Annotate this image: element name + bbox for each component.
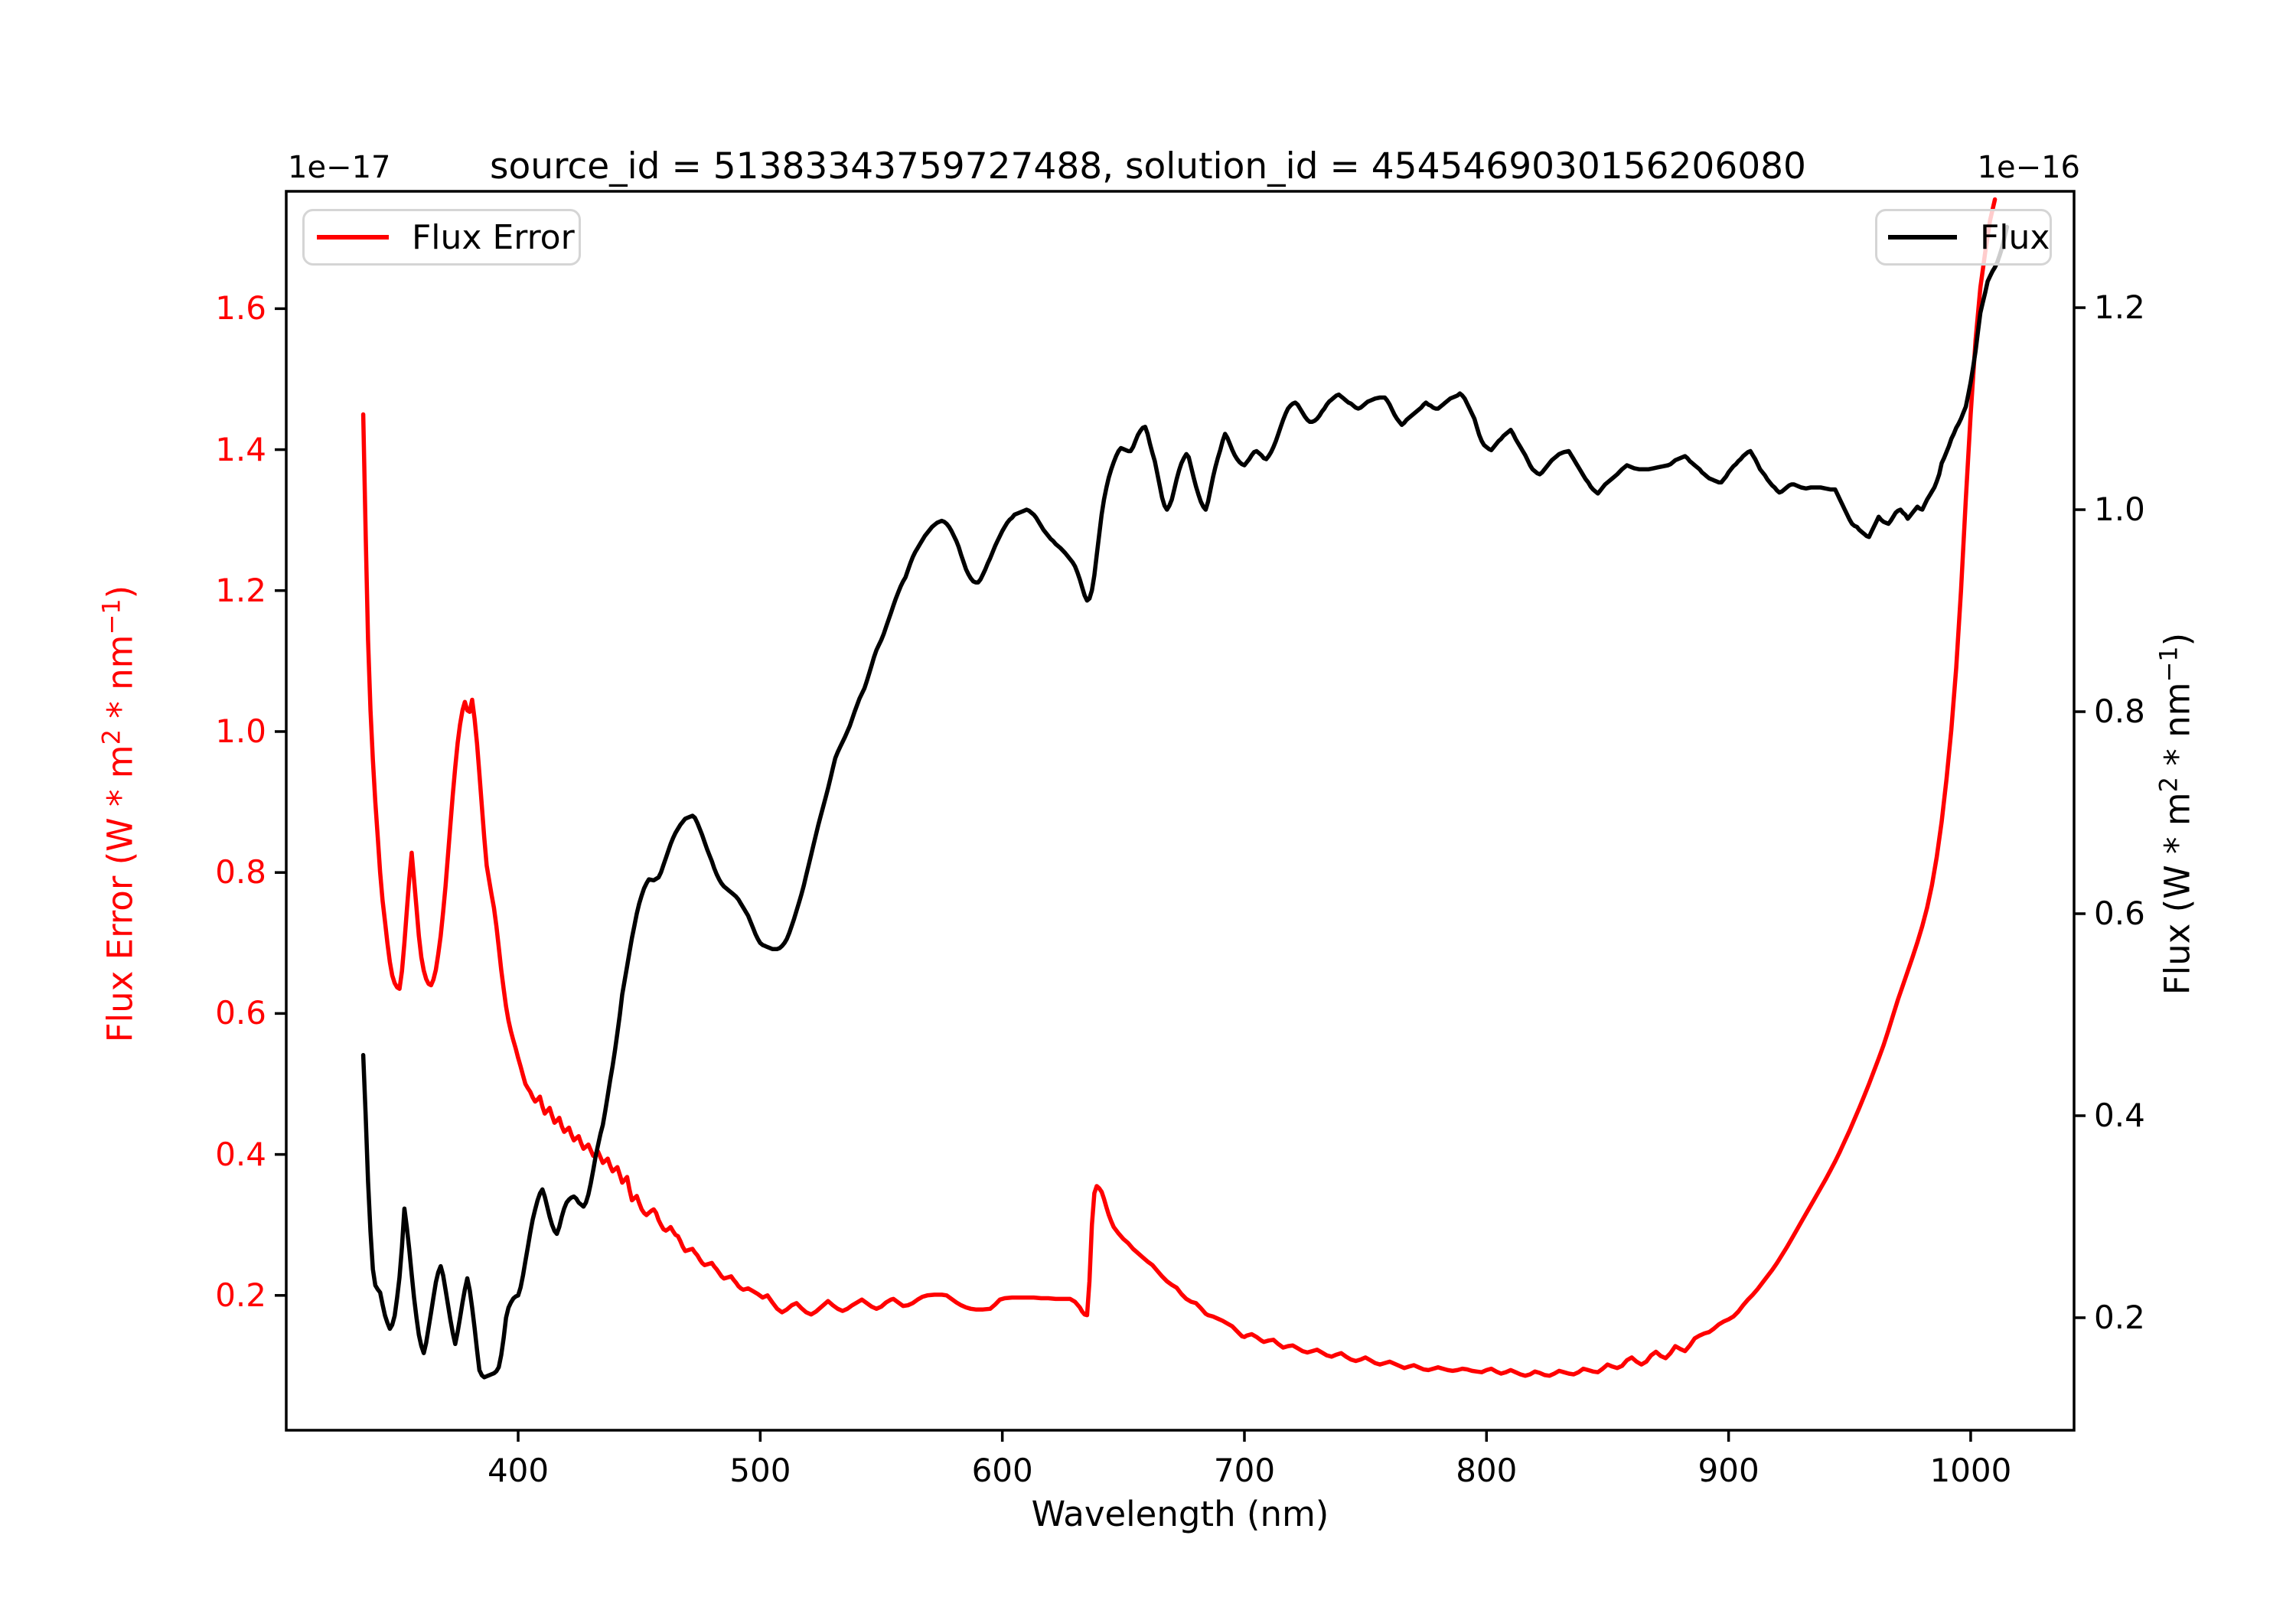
curve-group xyxy=(360,197,2010,1380)
flux-error-legend-label: Flux Error xyxy=(412,217,575,257)
left-y-axis-label: Flux Error (W * m2 * nm−1) xyxy=(97,412,141,1216)
right-y-tick-label-1.2: 1.2 xyxy=(2094,288,2145,327)
left-y-label-text: Flux Error (W * m xyxy=(99,745,141,1043)
x-tick-label-400: 400 xyxy=(487,1452,550,1489)
right-y-label-sup-2: 2 xyxy=(2154,777,2183,793)
right-axis-offset-text: 1e−16 xyxy=(1977,150,2080,185)
left-y-tick-label-0.2: 0.2 xyxy=(215,1276,266,1314)
left-y-tick-label-0.4: 0.4 xyxy=(215,1135,266,1173)
right-y-tick-label-1.0: 1.0 xyxy=(2094,491,2145,529)
x-tick-label-900: 900 xyxy=(1698,1452,1760,1489)
right-y-tick-label-0.6: 0.6 xyxy=(2094,894,2145,932)
left-y-tick-label-1.0: 1.0 xyxy=(215,712,266,750)
curve-flux-error xyxy=(360,197,1998,1378)
curve-flux xyxy=(360,224,2010,1380)
right-y-label-text: ) xyxy=(2157,632,2198,647)
left-y-tick-label-0.8: 0.8 xyxy=(215,853,266,892)
x-tick-label-600: 600 xyxy=(971,1452,1033,1489)
left-y-label-sup-neg1: −1 xyxy=(96,598,126,635)
x-tick-label-800: 800 xyxy=(1456,1452,1518,1489)
plot-spines xyxy=(285,190,2076,1432)
right-y-tick-label-0.8: 0.8 xyxy=(2094,693,2145,731)
left-y-label-text: * nm xyxy=(99,634,141,730)
legend-flux-error: Flux Error xyxy=(302,209,581,266)
left-y-label-sup-2: 2 xyxy=(96,729,126,745)
left-axis-offset-text: 1e−17 xyxy=(288,150,391,185)
x-tick-label-1000: 1000 xyxy=(1929,1452,2012,1489)
flux-legend-line xyxy=(1888,235,1957,240)
legend-flux: Flux xyxy=(1875,209,2052,266)
x-axis-label: Wavelength (nm) xyxy=(1031,1494,1329,1534)
x-tick-label-700: 700 xyxy=(1213,1452,1276,1489)
x-tick-label-500: 500 xyxy=(729,1452,791,1489)
right-y-label-sup-neg1: −1 xyxy=(2154,646,2183,683)
flux-error-legend-line xyxy=(317,235,389,240)
right-y-tick-label-0.2: 0.2 xyxy=(2094,1298,2145,1336)
axis-tick-marks xyxy=(275,306,2086,1442)
left-y-label-text: ) xyxy=(99,585,141,599)
left-y-tick-label-1.4: 1.4 xyxy=(215,430,266,468)
left-y-tick-label-0.6: 0.6 xyxy=(215,994,266,1032)
chart-title: source_id = 51383343759727488, solution_… xyxy=(490,145,1806,187)
flux-legend-label: Flux xyxy=(1980,217,2050,257)
left-y-tick-label-1.6: 1.6 xyxy=(215,289,266,328)
right-y-tick-label-0.4: 0.4 xyxy=(2094,1096,2145,1134)
left-y-tick-label-1.2: 1.2 xyxy=(215,571,266,609)
